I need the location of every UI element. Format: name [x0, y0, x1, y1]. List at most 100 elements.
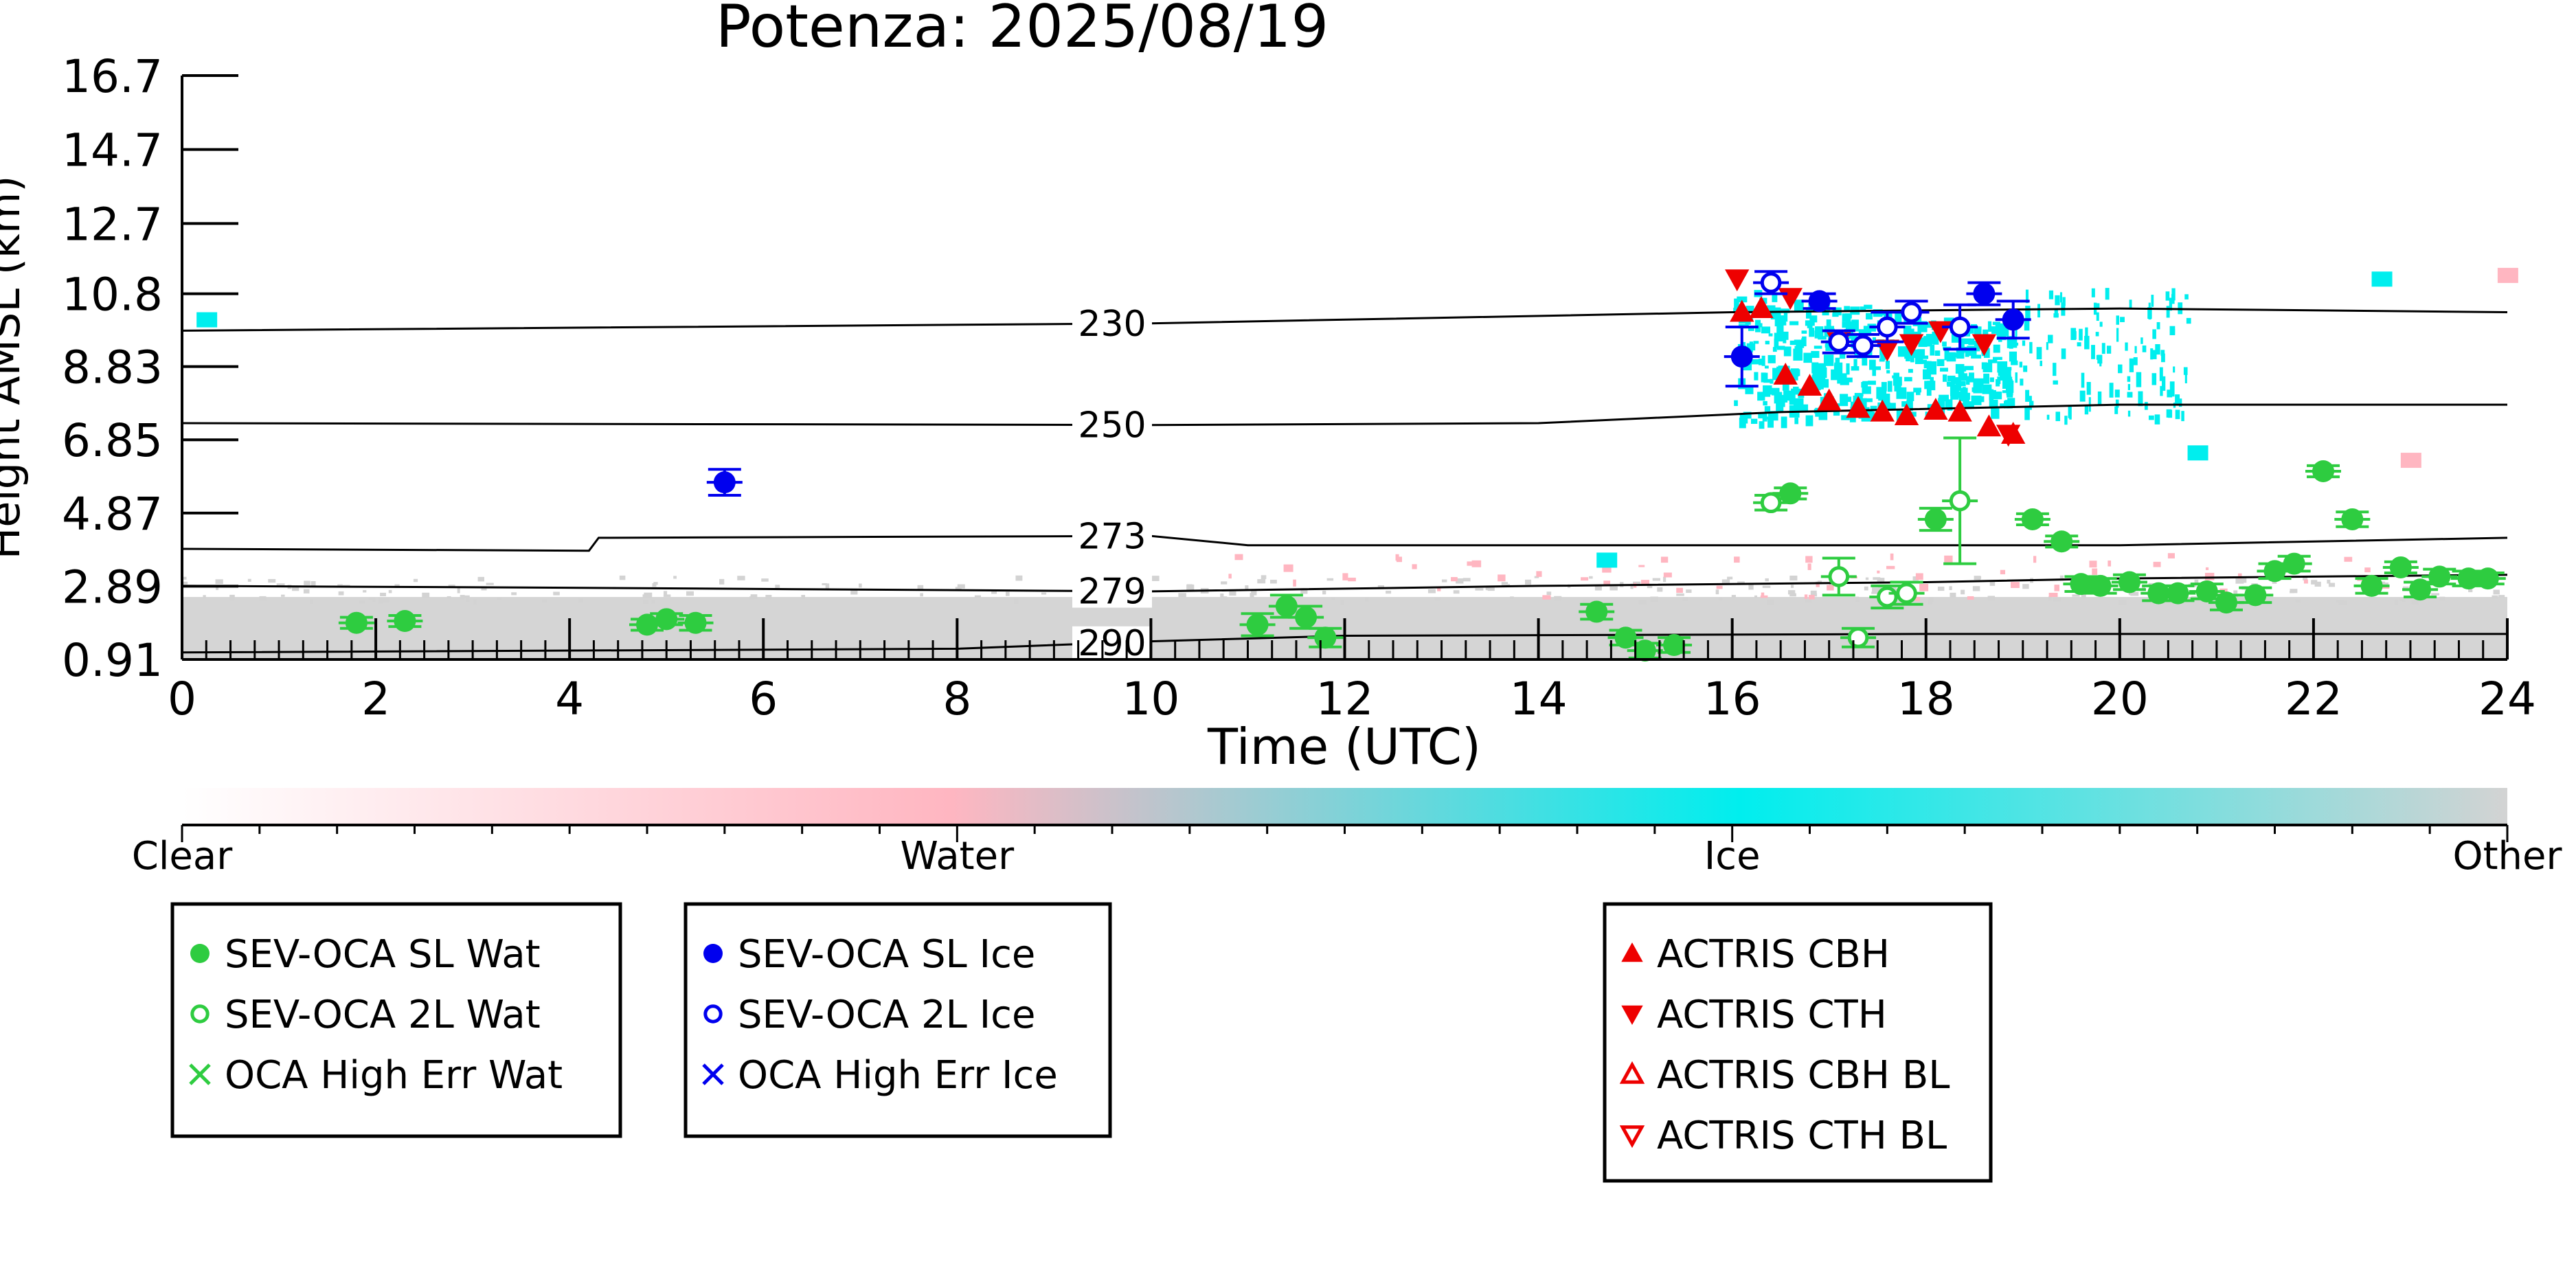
y-tick-label: 14.7	[62, 124, 163, 177]
water-speck	[2344, 556, 2353, 562]
ice-speck	[1774, 338, 1779, 348]
ice-speck	[1861, 382, 1868, 388]
ice-speck	[1987, 359, 1998, 363]
x-tick-label: 14	[1510, 673, 1568, 725]
water-speck	[2380, 585, 2390, 589]
water-speck	[1816, 583, 1820, 587]
other-speck	[1630, 583, 1634, 589]
other-speck	[2327, 579, 2331, 584]
marker-shape	[2195, 580, 2218, 602]
other-speck	[380, 592, 386, 596]
ice-streak	[2025, 289, 2029, 304]
ice-streak	[2015, 327, 2018, 337]
other-speck	[1928, 597, 1934, 602]
ice-streak	[2171, 294, 2175, 304]
data-point	[2263, 560, 2286, 583]
data-point	[655, 608, 678, 631]
ice-speck	[1776, 346, 1785, 350]
ice-speck	[1780, 331, 1789, 340]
isotherm-label-bg	[1072, 574, 1152, 608]
marker-shape	[2409, 578, 2432, 601]
x-tick-label: 8	[942, 673, 971, 725]
ice-speck	[1866, 313, 1873, 320]
ice-speck	[1783, 310, 1788, 322]
ice-streak	[2046, 341, 2048, 350]
other-speck	[974, 595, 981, 598]
data-point	[684, 611, 707, 634]
other-speck	[2290, 589, 2298, 594]
other-speck	[1261, 575, 1267, 580]
water-speck	[1760, 595, 1768, 598]
other-speck	[473, 599, 477, 605]
ice-speck	[1776, 366, 1784, 371]
isolated-cloud	[2400, 453, 2421, 468]
data-point	[1246, 613, 1269, 636]
ice-speck	[1968, 346, 1977, 356]
ice-streak	[2161, 353, 2165, 363]
marker-shape	[1949, 490, 1971, 512]
data-point	[1973, 282, 1996, 305]
ice-speck	[1989, 377, 1994, 383]
water-speck	[1603, 580, 1611, 586]
ice-speck	[1987, 321, 1992, 332]
marker-shape	[655, 608, 678, 631]
data-point	[1899, 334, 1924, 357]
other-speck	[1245, 585, 1249, 591]
ice-streak	[2070, 328, 2077, 341]
other-speck	[1534, 576, 1539, 578]
other-speck	[1015, 575, 1023, 581]
ice-streak	[2029, 341, 2033, 354]
other-speck	[1647, 586, 1653, 589]
legend-item: ACTRIS CTH BL	[1619, 1114, 1947, 1158]
data-point	[2002, 308, 2024, 331]
data-point	[1923, 398, 1948, 420]
ice-speck	[1876, 387, 1883, 399]
legend-marker	[703, 944, 723, 963]
ice-speck	[1802, 336, 1807, 347]
x-tick-label: 18	[1897, 673, 1955, 725]
water-speck	[1761, 592, 1765, 596]
ice-streak	[2129, 300, 2132, 310]
ice-streak	[2133, 357, 2138, 365]
legend-marker	[190, 944, 210, 963]
ice-streak	[2127, 384, 2131, 390]
ice-speck	[1816, 363, 1827, 370]
other-speck	[553, 591, 560, 596]
ice-speck	[1964, 365, 1974, 370]
other-speck	[457, 587, 460, 594]
ice-streak	[2114, 389, 2120, 398]
ice-speck	[1995, 323, 2004, 333]
ice-speck	[1926, 385, 1932, 396]
legend-item: ACTRIS CBH BL	[1619, 1053, 1950, 1098]
other-speck	[1524, 579, 1532, 585]
data-point	[1996, 425, 2021, 447]
marker-shape	[1749, 296, 1774, 318]
x-tick-label: 12	[1316, 673, 1374, 725]
ice-streak	[2048, 335, 2053, 343]
other-speck	[1220, 594, 1224, 598]
x-tick-label: 0	[168, 673, 196, 725]
other-speck	[466, 598, 470, 602]
ice-streak	[2084, 405, 2089, 415]
ice-speck	[1862, 354, 1868, 366]
other-speck	[2328, 583, 2336, 587]
marker-shape	[1314, 626, 1337, 649]
ice-speck	[1761, 326, 1771, 334]
other-speck	[182, 576, 187, 580]
ice-speck	[1940, 368, 1948, 372]
ice-speck	[1958, 373, 1967, 381]
ice-speck	[1737, 296, 1748, 303]
ice-streak	[2099, 321, 2103, 327]
ice-speck	[1753, 341, 1759, 344]
ice-streak	[2081, 372, 2085, 388]
other-speck	[719, 578, 725, 585]
other-speck	[276, 583, 285, 587]
ice-streak	[2054, 308, 2058, 318]
isolated-cloud	[2497, 267, 2518, 283]
ice-streak	[2055, 295, 2060, 306]
data-point	[345, 611, 368, 634]
legend-box-2: SEV-OCA SL Ice SEV-OCA 2L Ice OCA High Err…	[683, 902, 1112, 1138]
ice-speck	[1809, 328, 1815, 337]
ice-speck	[2002, 374, 2011, 385]
colorbar-gradient	[182, 788, 2507, 825]
